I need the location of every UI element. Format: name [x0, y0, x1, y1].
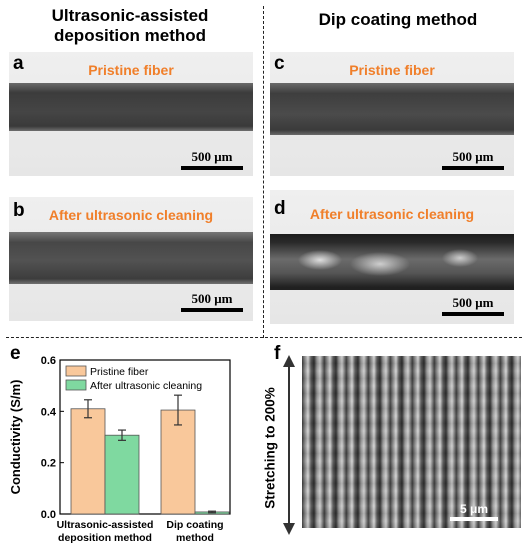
conductivity-bar-chart: 0.0 0.2 0.4 0.6 Conductivity (S/m) Ultrasonic…	[8, 355, 231, 544]
panel-c-micrograph: Pristine fiber 500 μm	[270, 52, 514, 176]
fiber-image	[270, 83, 514, 135]
scale-bar-line	[181, 308, 243, 312]
scale-bar-label: 500 μm	[452, 295, 494, 310]
panel-d-micrograph: After ultrasonic cleaning 500 μm	[270, 190, 514, 324]
fiber-image	[9, 232, 253, 284]
right-column-title: Dip coating method	[318, 10, 478, 29]
sem-scale-line	[450, 517, 498, 521]
scale-bar-label: 500 μm	[191, 291, 233, 306]
legend-swatch	[65, 365, 87, 377]
y-tick-label: 0.4	[41, 406, 57, 418]
panel-letter-d: d	[274, 198, 286, 219]
scale-bar-line	[181, 166, 243, 170]
panel-f-sem-image	[302, 356, 521, 528]
panel-b-micrograph: After ultrasonic cleaning 500 μm	[9, 197, 253, 321]
sem-scale-bar: 5 μm	[450, 502, 498, 521]
panel-caption: After ultrasonic cleaning	[48, 207, 214, 223]
bar-pristine	[70, 408, 106, 515]
x-category-label: Dip coating	[166, 519, 223, 531]
scale-bar: 500 μm	[442, 149, 504, 170]
scale-bar-line	[442, 166, 504, 170]
legend-label: Pristine fiber	[90, 366, 149, 378]
y-tick-label: 0.2	[41, 458, 56, 470]
panel-letter-c: c	[274, 53, 285, 74]
panel-caption: After ultrasonic cleaning	[309, 206, 475, 222]
panel-letter-e: e	[10, 343, 21, 364]
bar-after-cleaning	[104, 434, 140, 515]
panel-letter-f: f	[274, 343, 281, 364]
fiber-image	[270, 234, 514, 290]
scale-bar: 500 μm	[181, 291, 243, 312]
y-tick-label: 0.0	[41, 509, 56, 521]
x-category-label: deposition method	[58, 532, 152, 544]
panel-a-micrograph: Pristine fiber 500 μm	[9, 52, 253, 176]
x-category-label: Ultrasonic-assisted	[57, 519, 154, 531]
y-axis-label: Conductivity (S/m)	[8, 380, 23, 495]
legend-label: After ultrasonic cleaning	[90, 380, 202, 392]
panel-caption: Pristine fiber	[349, 62, 435, 78]
x-category-label: method	[176, 532, 214, 544]
panel-caption: Pristine fiber	[88, 62, 174, 78]
bar-pristine	[160, 409, 196, 515]
fiber-image	[9, 83, 253, 131]
scale-bar: 500 μm	[181, 149, 243, 170]
scale-bar-label: 500 μm	[452, 149, 494, 164]
plot-frame	[59, 359, 231, 515]
horizontal-separator	[6, 337, 522, 338]
panel-letter-b: b	[13, 200, 25, 221]
panel-letter-a: a	[13, 53, 24, 74]
left-column-title-line2: deposition method	[53, 26, 207, 45]
stretch-double-arrow	[283, 355, 295, 535]
legend-swatch	[65, 379, 87, 391]
vertical-separator	[263, 6, 264, 338]
y-tick-label: 0.6	[41, 355, 56, 367]
sem-scale-label: 5 μm	[459, 502, 489, 516]
scale-bar-line	[442, 312, 504, 316]
left-column-title-line1: Ultrasonic-assisted	[51, 6, 209, 25]
left-column-title: Ultrasonic-assisted deposition method	[30, 6, 230, 46]
stretching-label: Stretching to 200%	[262, 387, 278, 509]
scale-bar-label: 500 μm	[191, 149, 233, 164]
scale-bar: 500 μm	[442, 295, 504, 316]
